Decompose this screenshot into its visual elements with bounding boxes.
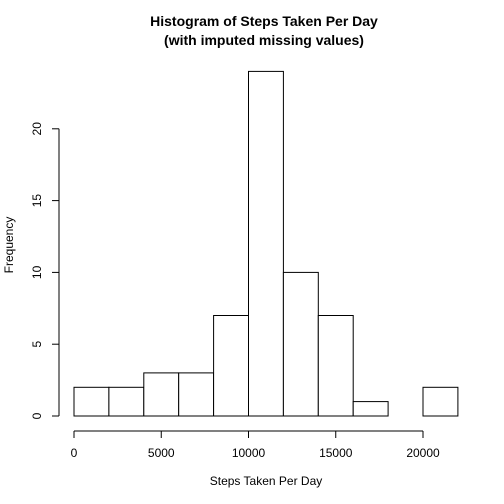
chart-subtitle: (with imputed missing values)	[164, 32, 364, 48]
y-tick-label: 0	[30, 412, 44, 419]
y-axis: 0 5 10 15 20	[30, 122, 60, 419]
histogram-bar	[282, 271, 319, 417]
x-tick-label: 5000	[148, 446, 175, 460]
histogram-bar	[73, 386, 110, 417]
bars-group	[73, 70, 459, 417]
x-tick-label: 10000	[232, 446, 266, 460]
y-tick-label: 10	[30, 265, 44, 279]
y-tick-label: 20	[30, 122, 44, 136]
histogram-bar	[108, 386, 145, 417]
histogram-bar	[143, 372, 180, 417]
x-tick-label: 20000	[406, 446, 440, 460]
y-axis-label: Frequency	[2, 217, 16, 274]
x-tick-label: 15000	[319, 446, 353, 460]
y-tick-label: 5	[30, 341, 44, 348]
histogram-bar	[248, 70, 284, 417]
y-tick-label: 15	[30, 194, 44, 208]
x-axis-label: Steps Taken Per Day	[210, 474, 323, 488]
histogram-bar	[178, 372, 215, 417]
histogram-bar	[422, 386, 459, 417]
histogram-bar	[317, 315, 354, 417]
histogram-bar	[213, 315, 250, 417]
x-axis: 0 5000 10000 15000 20000	[71, 430, 440, 460]
x-tick-label: 0	[71, 446, 78, 460]
histogram-bar	[352, 401, 389, 417]
chart-title: Histogram of Steps Taken Per Day	[150, 13, 378, 29]
